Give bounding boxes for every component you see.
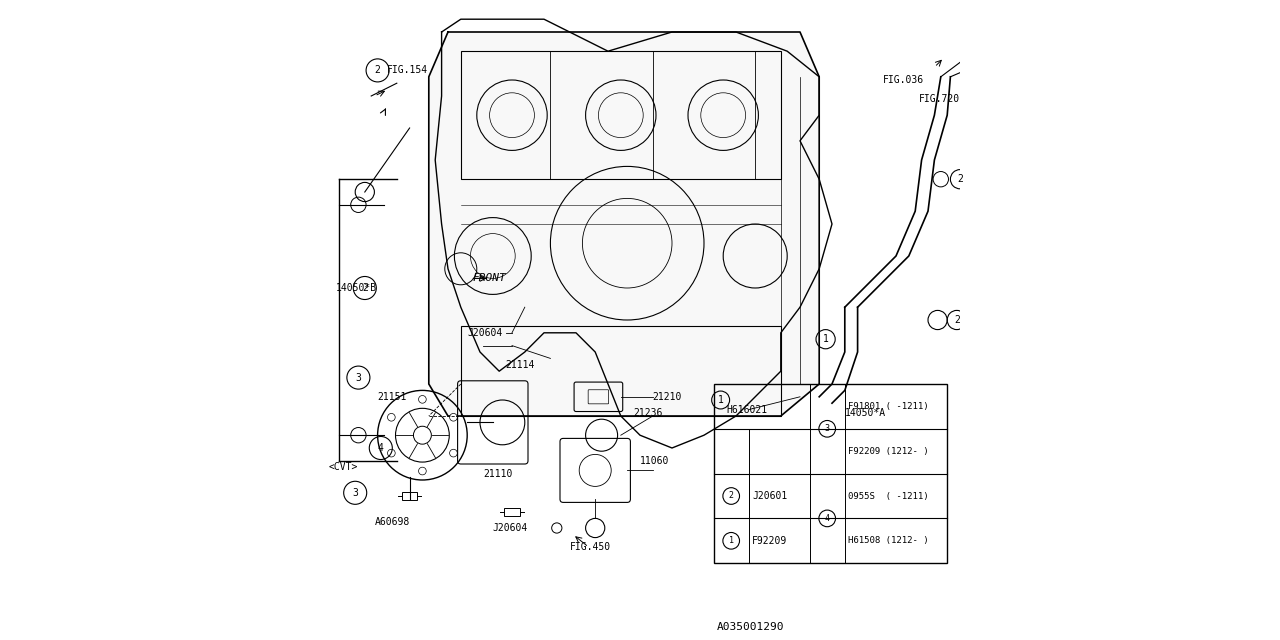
Text: 1: 1 [728, 536, 733, 545]
Text: FIG.154: FIG.154 [387, 65, 429, 76]
Text: H616021: H616021 [727, 404, 768, 415]
Text: FIG.450: FIG.450 [570, 542, 611, 552]
Text: 2: 2 [728, 492, 733, 500]
Text: 21151: 21151 [378, 392, 407, 402]
Text: 0955S  ( -1211): 0955S ( -1211) [849, 492, 928, 500]
Text: 3: 3 [824, 424, 829, 433]
Text: A035001290: A035001290 [717, 622, 785, 632]
Polygon shape [429, 32, 819, 416]
Text: 3: 3 [356, 372, 361, 383]
Bar [402, 492, 417, 500]
Circle shape [419, 467, 426, 475]
Text: FRONT: FRONT [472, 273, 506, 284]
Circle shape [585, 518, 605, 538]
Circle shape [449, 413, 457, 421]
Text: 14050*A: 14050*A [845, 408, 886, 418]
Text: 2: 2 [957, 174, 963, 184]
Text: H61508 (1212- ): H61508 (1212- ) [849, 536, 928, 545]
Text: 3: 3 [352, 488, 358, 498]
Bar [714, 384, 947, 563]
Text: 21236: 21236 [634, 408, 663, 418]
Text: 2: 2 [362, 283, 367, 293]
Text: 4: 4 [824, 514, 829, 523]
Bar [504, 508, 520, 516]
Text: 2: 2 [375, 65, 380, 76]
Text: J20604: J20604 [493, 523, 529, 533]
Circle shape [928, 310, 947, 330]
Text: F91801 ( -1211): F91801 ( -1211) [849, 402, 928, 411]
Text: 21110: 21110 [484, 468, 512, 479]
Text: J20601: J20601 [753, 491, 787, 501]
Text: FIG.036: FIG.036 [883, 75, 924, 85]
Circle shape [419, 396, 426, 403]
Circle shape [351, 197, 366, 212]
Circle shape [552, 523, 562, 533]
Circle shape [351, 428, 366, 443]
Circle shape [933, 172, 948, 187]
Text: 1: 1 [823, 334, 828, 344]
Text: A60698: A60698 [374, 516, 410, 527]
Text: 21114: 21114 [506, 360, 535, 370]
Text: FIG.720: FIG.720 [919, 94, 960, 104]
Text: <CVT>: <CVT> [328, 462, 357, 472]
Text: 2: 2 [954, 315, 960, 325]
Text: 21210: 21210 [653, 392, 682, 402]
Text: F92209: F92209 [753, 536, 787, 546]
Text: J20604: J20604 [467, 328, 503, 338]
Circle shape [388, 413, 396, 421]
Text: F92209 (1212- ): F92209 (1212- ) [849, 447, 928, 456]
Circle shape [449, 449, 457, 457]
Circle shape [388, 449, 396, 457]
Text: 4: 4 [378, 443, 384, 453]
Text: 14050*B: 14050*B [335, 283, 378, 293]
Text: 1: 1 [718, 395, 723, 405]
Text: 11060: 11060 [640, 456, 669, 466]
